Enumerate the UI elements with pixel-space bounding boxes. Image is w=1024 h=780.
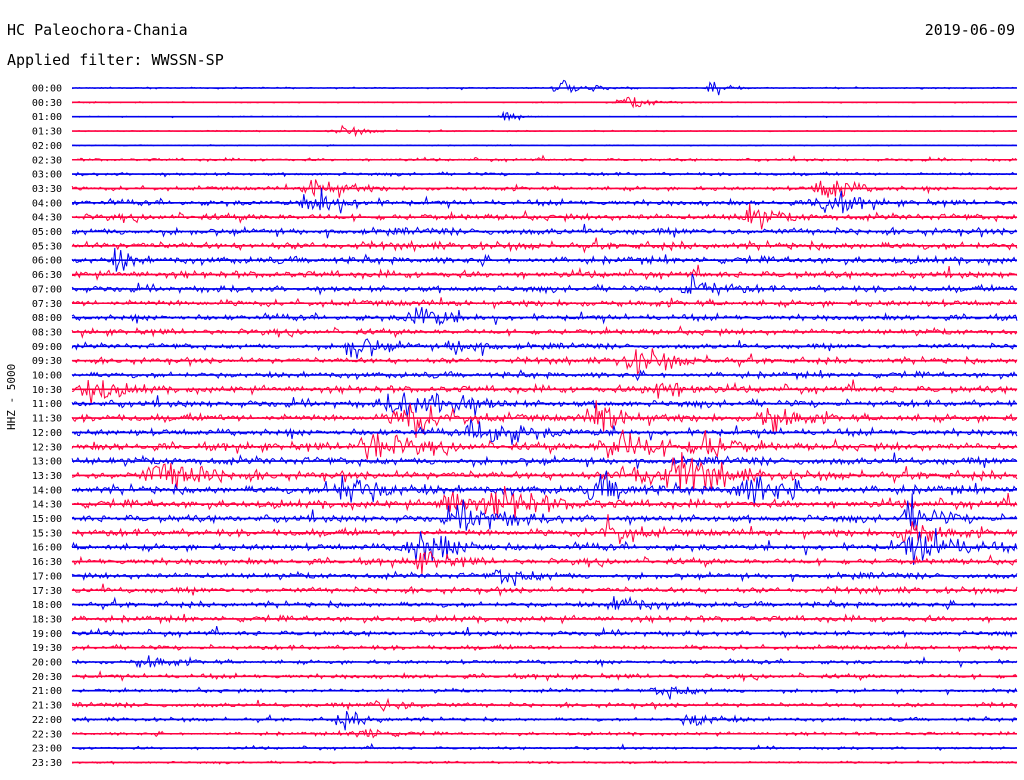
trace-line bbox=[71, 655, 1018, 669]
trace-line bbox=[71, 154, 1018, 163]
trace-line bbox=[71, 297, 1018, 310]
row-time-label: 04:00 bbox=[32, 198, 62, 209]
row-time-label: 23:00 bbox=[32, 744, 62, 755]
row-time-label: 12:00 bbox=[32, 428, 62, 439]
row-time-label: 18:00 bbox=[32, 600, 62, 611]
row-time-label: 11:00 bbox=[32, 399, 62, 410]
row-time-label: 02:00 bbox=[32, 141, 62, 152]
row-tick-labels: 00:00 00:30 01:00 01:30 02:00 02:30 03:00 03:30… bbox=[32, 84, 62, 769]
trace-line bbox=[71, 379, 1018, 405]
row-time-label: 10:00 bbox=[32, 371, 62, 382]
trace-line bbox=[71, 686, 1018, 700]
row-time-label: 09:30 bbox=[32, 356, 62, 367]
row-time-label: 17:30 bbox=[32, 586, 62, 597]
row-time-label: 01:30 bbox=[32, 127, 62, 138]
trace-line bbox=[71, 187, 1018, 214]
row-time-label: 19:30 bbox=[32, 643, 62, 654]
trace-line bbox=[71, 568, 1018, 587]
row-time-label: 05:00 bbox=[32, 227, 62, 238]
row-time-label: 00:30 bbox=[32, 98, 62, 109]
row-time-label: 23:30 bbox=[32, 758, 62, 769]
row-time-label: 13:30 bbox=[32, 471, 62, 482]
row-time-label: 02:30 bbox=[32, 155, 62, 166]
trace-line bbox=[71, 550, 1018, 575]
row-time-label: 08:00 bbox=[32, 313, 62, 324]
row-time-label: 03:30 bbox=[32, 184, 62, 195]
row-time-label: 21:30 bbox=[32, 701, 62, 712]
row-time-label: 11:30 bbox=[32, 414, 62, 425]
row-time-label: 16:30 bbox=[32, 557, 62, 568]
row-time-label: 06:30 bbox=[32, 270, 62, 281]
row-time-label: 21:00 bbox=[32, 686, 62, 697]
trace-line bbox=[71, 429, 1018, 460]
row-time-label: 03:00 bbox=[32, 170, 62, 181]
row-time-label: 22:30 bbox=[32, 729, 62, 740]
trace-line bbox=[71, 625, 1018, 639]
row-time-label: 07:00 bbox=[32, 284, 62, 295]
row-time-label: 00:00 bbox=[32, 84, 62, 95]
trace-line bbox=[71, 419, 1018, 445]
row-time-label: 17:00 bbox=[32, 571, 62, 582]
seismogram-traces bbox=[71, 79, 1018, 765]
row-time-label: 10:30 bbox=[32, 385, 62, 396]
row-time-label: 20:00 bbox=[32, 658, 62, 669]
trace-line bbox=[71, 452, 1018, 469]
trace-line bbox=[71, 596, 1018, 611]
row-time-label: 07:30 bbox=[32, 299, 62, 310]
row-time-label: 14:30 bbox=[32, 500, 62, 511]
row-time-label: 19:00 bbox=[32, 629, 62, 640]
row-time-label: 12:30 bbox=[32, 442, 62, 453]
trace-line bbox=[71, 710, 1018, 731]
row-time-label: 08:30 bbox=[32, 327, 62, 338]
row-time-label: 22:00 bbox=[32, 715, 62, 726]
trace-line bbox=[71, 306, 1018, 326]
row-time-label: 20:30 bbox=[32, 672, 62, 683]
row-time-label: 01:00 bbox=[32, 112, 62, 123]
trace-line bbox=[71, 493, 1018, 531]
filter-label: Applied filter: WWSSN-SP bbox=[7, 51, 224, 69]
row-time-label: 09:00 bbox=[32, 342, 62, 353]
trace-line bbox=[71, 264, 1018, 281]
row-time-label: 14:00 bbox=[32, 485, 62, 496]
row-time-label: 06:00 bbox=[32, 256, 62, 267]
row-time-label: 18:30 bbox=[32, 614, 62, 625]
trace-line bbox=[71, 742, 1018, 752]
trace-line bbox=[71, 486, 1018, 520]
row-time-label: 13:00 bbox=[32, 457, 62, 468]
row-time-label: 15:30 bbox=[32, 528, 62, 539]
trace-line bbox=[71, 338, 1018, 359]
row-time-label: 16:00 bbox=[32, 543, 62, 554]
record-date: 2019-06-09 bbox=[924, 21, 1015, 39]
trace-line bbox=[71, 452, 1018, 492]
trace-line bbox=[71, 392, 1018, 418]
station-title: HC Paleochora-Chania bbox=[7, 21, 188, 39]
row-time-label: 05:30 bbox=[32, 241, 62, 252]
trace-line bbox=[71, 237, 1018, 254]
row-time-label: 04:30 bbox=[32, 213, 62, 224]
row-time-label: 15:00 bbox=[32, 514, 62, 525]
